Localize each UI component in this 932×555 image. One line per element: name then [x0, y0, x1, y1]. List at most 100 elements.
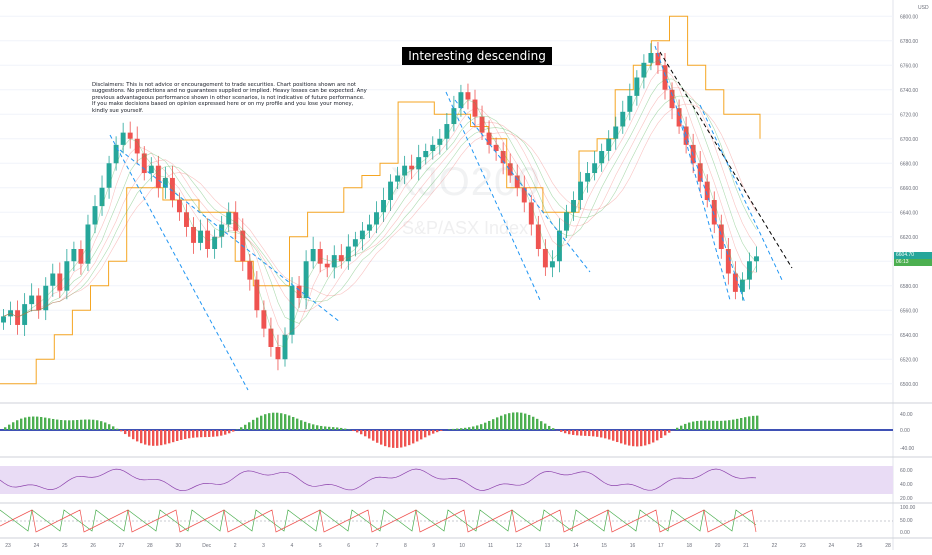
histogram-bar	[500, 416, 502, 430]
histogram-bar	[528, 415, 530, 430]
candle-body	[156, 166, 161, 188]
histogram-bar	[744, 417, 746, 430]
candle-body	[444, 124, 449, 139]
histogram-bar	[52, 419, 54, 430]
histogram-bar	[240, 427, 242, 430]
histogram-bar	[40, 417, 42, 430]
histogram-bar	[324, 426, 326, 430]
histogram-bar	[644, 430, 646, 445]
histogram-bar	[628, 430, 630, 446]
currency-label: USD	[918, 5, 929, 11]
histogram-bar	[196, 430, 198, 437]
candle-body	[451, 108, 456, 124]
time-tick-label: 3	[262, 543, 265, 549]
histogram-bar	[268, 413, 270, 430]
histogram-bar	[440, 430, 442, 431]
histogram-bar	[188, 430, 190, 438]
histogram-bar	[184, 430, 186, 439]
candle-body	[50, 274, 55, 286]
price-tick-label: 6700.00	[900, 137, 918, 143]
histogram-bar	[8, 425, 10, 430]
price-tick-label: 6740.00	[900, 88, 918, 94]
last-price-time-tag: 06:13	[894, 259, 932, 266]
watermark-name: S&P/ASX Index	[402, 218, 528, 239]
histogram-bar	[36, 417, 38, 430]
candle-body	[268, 329, 273, 347]
time-tick-label: 24	[828, 543, 834, 549]
histogram-tick-label: 0.00	[900, 428, 910, 434]
histogram-bar	[508, 413, 510, 430]
chart-title: Interesting descending wedges	[402, 47, 552, 65]
histogram-bar	[448, 429, 450, 430]
price-tick-label: 6500.00	[900, 382, 918, 388]
candle-body	[648, 53, 653, 63]
histogram-bar	[728, 420, 730, 430]
histogram-bar	[280, 413, 282, 430]
histogram-bar	[232, 430, 234, 432]
histogram-bar	[580, 430, 582, 436]
histogram-bar	[660, 430, 662, 438]
histogram-bar	[132, 430, 134, 439]
candle-body	[381, 200, 386, 212]
histogram-bar	[84, 420, 86, 430]
time-tick-label: 27	[119, 543, 125, 549]
candle-body	[578, 182, 583, 200]
time-tick-label: 14	[573, 543, 579, 549]
wedge-lower-line	[680, 120, 730, 300]
histogram-bar	[120, 430, 122, 431]
histogram-bar	[312, 424, 314, 430]
candle-body	[437, 139, 442, 145]
time-tick-label: 28	[885, 543, 891, 549]
histogram-bar	[128, 430, 130, 437]
histogram-bar	[172, 430, 174, 442]
price-tick-label: 6760.00	[900, 63, 918, 69]
histogram-bar	[540, 421, 542, 430]
histogram-bar	[176, 430, 178, 441]
rsi-tick-label: 40.00	[900, 482, 913, 488]
histogram-bar	[688, 423, 690, 430]
candle-body	[121, 133, 126, 145]
histogram-bar	[692, 422, 694, 430]
time-tick-label: 6	[347, 543, 350, 549]
histogram-bar	[648, 430, 650, 444]
histogram-bar	[4, 427, 6, 430]
candle-body	[423, 151, 428, 157]
histogram-bar	[664, 430, 666, 435]
histogram-bar	[352, 430, 354, 431]
time-tick-label: 2	[234, 543, 237, 549]
histogram-bar	[588, 430, 590, 436]
histogram-bar	[576, 430, 578, 435]
histogram-bar	[516, 412, 518, 430]
histogram-bar	[248, 422, 250, 430]
histogram-bar	[364, 430, 366, 436]
time-tick-label: 10	[459, 543, 465, 549]
histogram-bar	[208, 430, 210, 437]
histogram-bar	[600, 430, 602, 437]
histogram-bar	[88, 420, 90, 430]
histogram-bar	[468, 427, 470, 430]
histogram-bar	[536, 419, 538, 430]
time-tick-label: 4	[290, 543, 293, 549]
candle-body	[93, 206, 98, 224]
candle-body	[71, 249, 76, 261]
histogram-bar	[388, 430, 390, 447]
histogram-bar	[396, 430, 398, 448]
histogram-bar	[572, 430, 574, 435]
histogram-bar	[436, 430, 438, 432]
price-tick-label: 6800.00	[900, 14, 918, 20]
histogram-bar	[340, 428, 342, 430]
histogram-bar	[708, 421, 710, 430]
histogram-bar	[564, 430, 566, 433]
histogram-bar	[432, 430, 434, 434]
histogram-bar	[292, 417, 294, 430]
price-tick-label: 6520.00	[900, 357, 918, 363]
last-price-tag: 6604.70	[894, 252, 932, 259]
histogram-bar	[488, 421, 490, 430]
candle-body	[1, 316, 6, 322]
candle-body	[276, 347, 281, 359]
histogram-bar	[548, 426, 550, 430]
histogram-bar	[260, 416, 262, 430]
histogram-bar	[152, 430, 154, 446]
histogram-bar	[136, 430, 138, 441]
histogram-bar	[300, 420, 302, 430]
